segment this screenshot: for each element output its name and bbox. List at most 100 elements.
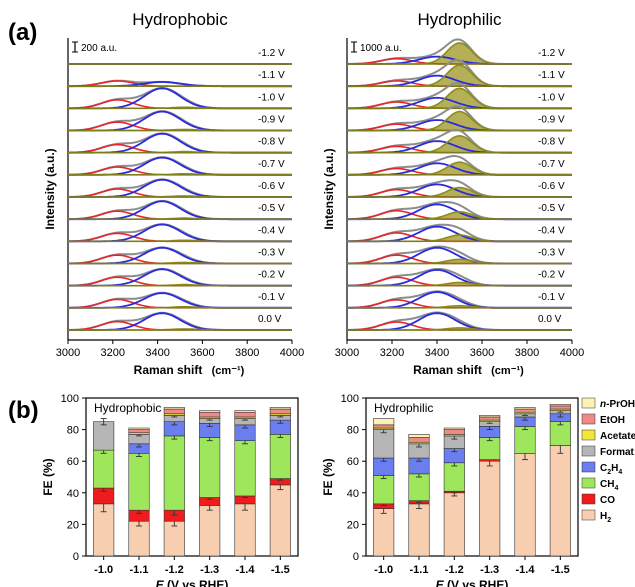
- bar-segment: [443, 462, 465, 492]
- legend-swatch: [581, 445, 596, 457]
- bar-segment: [479, 416, 501, 421]
- bar-segment: [514, 426, 536, 454]
- x-tick-label: -1.5: [271, 564, 290, 576]
- legend-swatch: [581, 429, 596, 441]
- olive-peak-fill: [347, 282, 572, 286]
- x-axis-label: Raman shift: [134, 363, 203, 377]
- potential-label: -1.0 V: [258, 92, 285, 103]
- potential-label: -1.0 V: [538, 92, 565, 103]
- y-tick-label: 40: [67, 488, 79, 500]
- bar-segment: [373, 418, 395, 426]
- potential-label: -0.8 V: [538, 137, 565, 148]
- bar-segment: [549, 445, 571, 557]
- legend-label: Format: [600, 447, 635, 458]
- y-axis-label: FE (%): [321, 458, 335, 495]
- bar-segment: [128, 429, 150, 434]
- bar-segment: [199, 410, 221, 413]
- bar-segment: [373, 424, 395, 429]
- potential-label: -1.1 V: [538, 70, 565, 81]
- x-tick-label: -1.1: [130, 564, 149, 576]
- bar-chart-title: Hydrophobic: [94, 401, 161, 415]
- potential-label: -0.6 V: [258, 181, 285, 192]
- fe-hydrophilic-chart: 0 20 40 60 80 100 FE (%) Hydrophilic -1.0 -1.1 -1.…: [321, 393, 579, 587]
- x-tick-label: -1.4: [236, 564, 256, 576]
- x-axis-label: Raman shift: [413, 363, 482, 377]
- potential-label: -0.7 V: [538, 159, 565, 170]
- bar-segment: [199, 411, 221, 418]
- x-tick-label: 4000: [280, 347, 304, 359]
- bar-segment: [269, 407, 291, 410]
- olive-peak-fill: [347, 235, 572, 242]
- y-axis-label: FE (%): [41, 458, 55, 495]
- bar-segment: [234, 503, 256, 557]
- bar-segment: [234, 410, 256, 413]
- olive-peak-fill: [347, 187, 572, 197]
- bar-segment: [373, 508, 395, 557]
- olive-peak-fill: [347, 42, 572, 64]
- fe-legend: n-PrOH EtOH Acetate Format C2H4 CH4 CO H2: [581, 397, 635, 524]
- bar-segment: [93, 421, 115, 451]
- potential-label: -1.1 V: [258, 70, 285, 81]
- bar-segment: [128, 520, 150, 557]
- y-axis-label: Intensity (a.u.): [43, 148, 57, 229]
- potential-label: -0.3 V: [258, 248, 285, 259]
- legend-swatch: [581, 397, 596, 409]
- x-tick-label: 3200: [101, 347, 125, 359]
- potential-label: -0.3 V: [538, 248, 565, 259]
- x-axis-label: E (V vs RHE): [436, 578, 509, 587]
- potential-label: -0.5 V: [538, 203, 565, 214]
- y-tick-label: 80: [347, 425, 359, 437]
- y-tick-label: 0: [73, 551, 79, 563]
- legend-label: H2: [600, 511, 611, 524]
- potential-label: -1.2 V: [258, 48, 285, 59]
- x-tick-label: -1.4: [516, 564, 536, 576]
- legend-label: CH4: [600, 479, 618, 492]
- potential-label: -0.1 V: [538, 292, 565, 303]
- bar-segment: [443, 427, 465, 430]
- y-tick-label: 100: [61, 393, 79, 405]
- bar-segment: [549, 405, 571, 410]
- olive-peak-fill: [347, 162, 572, 175]
- x-tick-label: 3800: [515, 347, 539, 359]
- potential-label: -0.8 V: [258, 137, 285, 148]
- olive-peak-fill: [347, 111, 572, 131]
- x-tick-label: 3400: [425, 347, 449, 359]
- bar-segment: [234, 440, 256, 497]
- panel-label-a: (a): [8, 19, 37, 46]
- legend-swatch: [581, 493, 596, 505]
- y-tick-label: 80: [67, 425, 79, 437]
- olive-peak-fill: [347, 65, 572, 87]
- bar-segment: [163, 408, 185, 415]
- x-tick-label: 3000: [335, 347, 359, 359]
- potential-label: 0.0 V: [258, 314, 282, 325]
- bar-segment: [163, 407, 185, 410]
- legend-label: CO: [600, 495, 615, 506]
- potential-label: -0.2 V: [258, 270, 285, 281]
- legend-label: C2H4: [600, 463, 622, 476]
- olive-peak-fill: [347, 259, 572, 264]
- x-tick-label: 4000: [560, 347, 584, 359]
- potential-label: -1.2 V: [538, 48, 565, 59]
- bar-segment: [269, 434, 291, 479]
- bar-segment: [514, 408, 536, 413]
- y-tick-label: 100: [341, 393, 359, 405]
- bar-segment: [443, 429, 465, 435]
- bar-segment: [443, 492, 465, 557]
- x-tick-label: -1.2: [165, 564, 184, 576]
- bar-segment: [408, 437, 430, 443]
- x-axis-unit: (cm⁻¹): [491, 365, 524, 377]
- potential-label: -0.9 V: [258, 115, 285, 126]
- bar-segment: [269, 484, 291, 557]
- plot-frame: [365, 397, 579, 557]
- potential-label: -0.6 V: [538, 181, 565, 192]
- legend-swatch: [581, 413, 596, 425]
- panel-label-b: (b): [8, 397, 39, 424]
- bar-segment: [479, 415, 501, 418]
- legend-label: Acetate: [600, 431, 635, 442]
- bar-segment: [479, 460, 501, 557]
- bar-segment: [199, 505, 221, 557]
- olive-peak-fill: [347, 305, 572, 308]
- bar-segment: [408, 503, 430, 557]
- scale-bar-label: 1000 a.u.: [360, 43, 402, 54]
